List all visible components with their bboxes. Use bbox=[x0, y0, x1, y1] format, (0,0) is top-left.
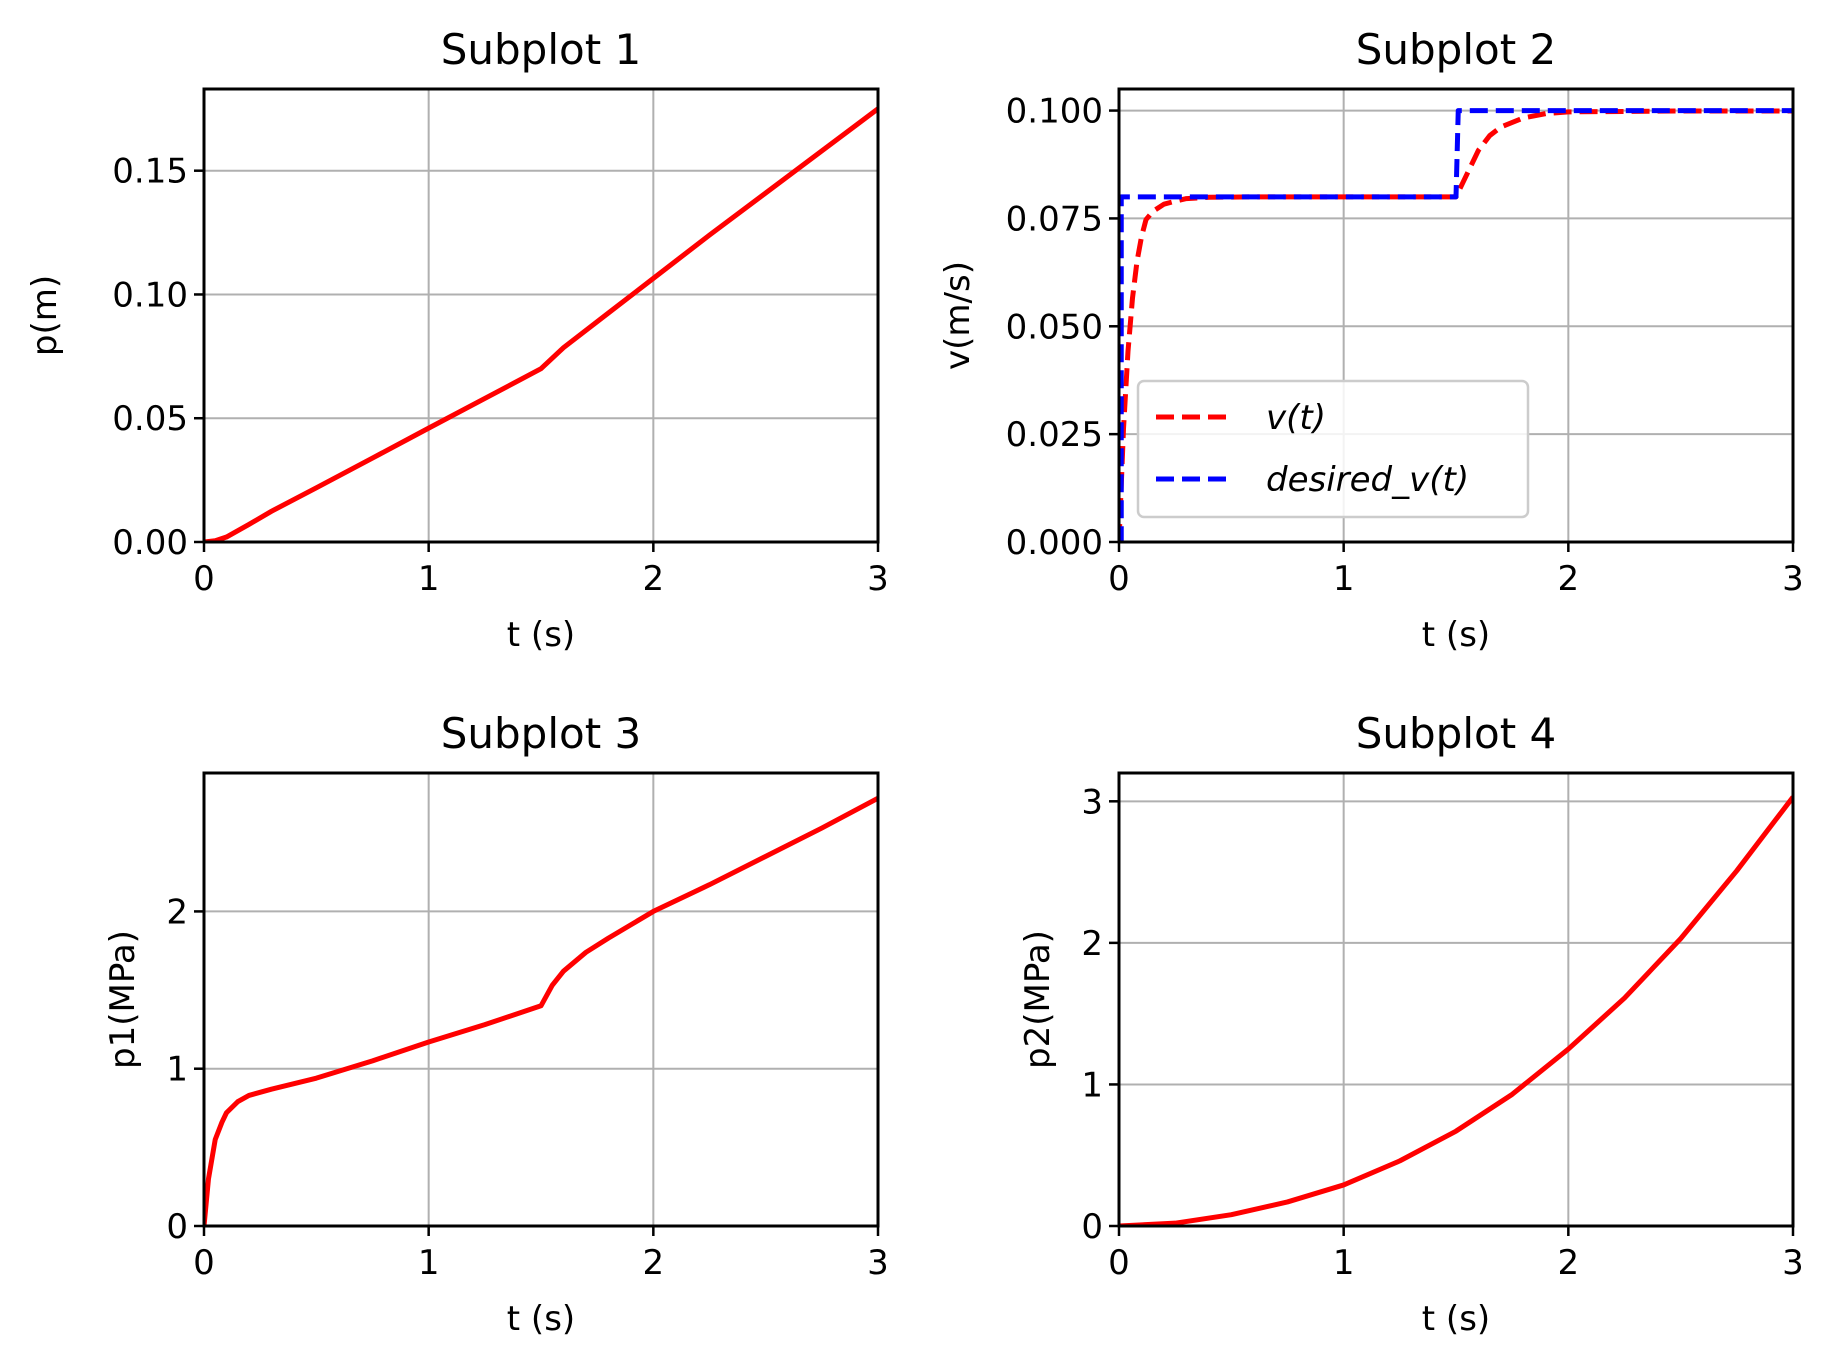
y-tick-label: 0.075 bbox=[1006, 199, 1103, 239]
legend-label: v(t) bbox=[1266, 398, 1326, 438]
legend: v(t) desired_v(t) bbox=[1136, 379, 1530, 519]
y-axis-label: v(m/s) bbox=[938, 261, 978, 370]
subplot-1: 0 1 2 3 0.00 0.05 0.10 0.15 Subplot 1 t (s) p(m) bbox=[25, 25, 889, 655]
x-tick-label: 1 bbox=[1333, 1243, 1355, 1283]
y-tick-label: 0.000 bbox=[1006, 523, 1103, 563]
y-tick-label: 1 bbox=[166, 1050, 188, 1090]
y-axis-label: p(m) bbox=[25, 275, 65, 356]
x-tick-label: 0 bbox=[193, 1243, 215, 1283]
series-line-0 bbox=[204, 106, 878, 542]
x-tick-label: 3 bbox=[867, 1243, 889, 1283]
y-tick-label: 0 bbox=[166, 1207, 188, 1247]
x-axis-label: t (s) bbox=[1422, 1299, 1490, 1339]
subplot-3: 0 1 2 3 0 1 2 Subplot 3 t (s) p1(MPa) bbox=[103, 709, 889, 1339]
chart-title: Subplot 3 bbox=[441, 709, 642, 758]
series-line-0 bbox=[204, 795, 878, 1226]
y-tick-label: 3 bbox=[1081, 782, 1103, 822]
x-tick-label: 3 bbox=[867, 559, 889, 599]
y-tick-label: 2 bbox=[1081, 924, 1103, 964]
chart-title: Subplot 4 bbox=[1356, 709, 1557, 758]
x-tick-label: 3 bbox=[1782, 559, 1804, 599]
y-tick-label: 0.025 bbox=[1006, 415, 1103, 455]
axes-frame bbox=[202, 771, 880, 1228]
x-tick-label: 1 bbox=[418, 1243, 440, 1283]
y-tick-label: 0 bbox=[1081, 1207, 1103, 1247]
y-tick-label: 0.00 bbox=[112, 523, 188, 563]
axes-frame bbox=[1117, 87, 1795, 544]
y-tick-label: 2 bbox=[166, 892, 188, 932]
x-tick-label: 2 bbox=[1558, 559, 1580, 599]
x-tick-label: 0 bbox=[1108, 1243, 1130, 1283]
x-tick-label: 2 bbox=[643, 1243, 665, 1283]
y-axis-label: p1(MPa) bbox=[103, 930, 143, 1069]
y-tick-label: 0.100 bbox=[1006, 92, 1103, 132]
axes-frame bbox=[1117, 771, 1795, 1228]
legend-label: desired_v(t) bbox=[1266, 460, 1469, 500]
subplot-4: 0 1 2 3 0 1 2 3 Subplot 4 t (s) p2(MPa) bbox=[1018, 709, 1804, 1339]
x-tick-label: 0 bbox=[1108, 559, 1130, 599]
y-tick-label: 0.15 bbox=[112, 152, 188, 192]
x-axis-label: t (s) bbox=[507, 1299, 575, 1339]
x-tick-label: 3 bbox=[1782, 1243, 1804, 1283]
x-tick-label: 1 bbox=[418, 559, 440, 599]
series-line-0 bbox=[1119, 795, 1793, 1226]
x-axis-label: t (s) bbox=[1422, 615, 1490, 655]
axes-frame bbox=[202, 87, 880, 544]
x-tick-label: 2 bbox=[643, 559, 665, 599]
legend-box bbox=[1136, 379, 1530, 519]
chart-title: Subplot 1 bbox=[441, 25, 642, 74]
y-tick-label: 0.10 bbox=[112, 275, 188, 315]
x-axis-label: t (s) bbox=[507, 615, 575, 655]
subplot-2: 0 1 2 3 0.000 0.025 0.050 0.075 0.100 Subplot 2 t … bbox=[938, 25, 1804, 655]
chart-title: Subplot 2 bbox=[1356, 25, 1557, 74]
x-tick-label: 0 bbox=[193, 559, 215, 599]
x-tick-label: 2 bbox=[1558, 1243, 1580, 1283]
y-tick-label: 0.05 bbox=[112, 399, 188, 439]
y-tick-label: 1 bbox=[1081, 1065, 1103, 1105]
x-tick-label: 1 bbox=[1333, 559, 1355, 599]
y-tick-label: 0.050 bbox=[1006, 307, 1103, 347]
y-axis-label: p2(MPa) bbox=[1018, 930, 1058, 1069]
